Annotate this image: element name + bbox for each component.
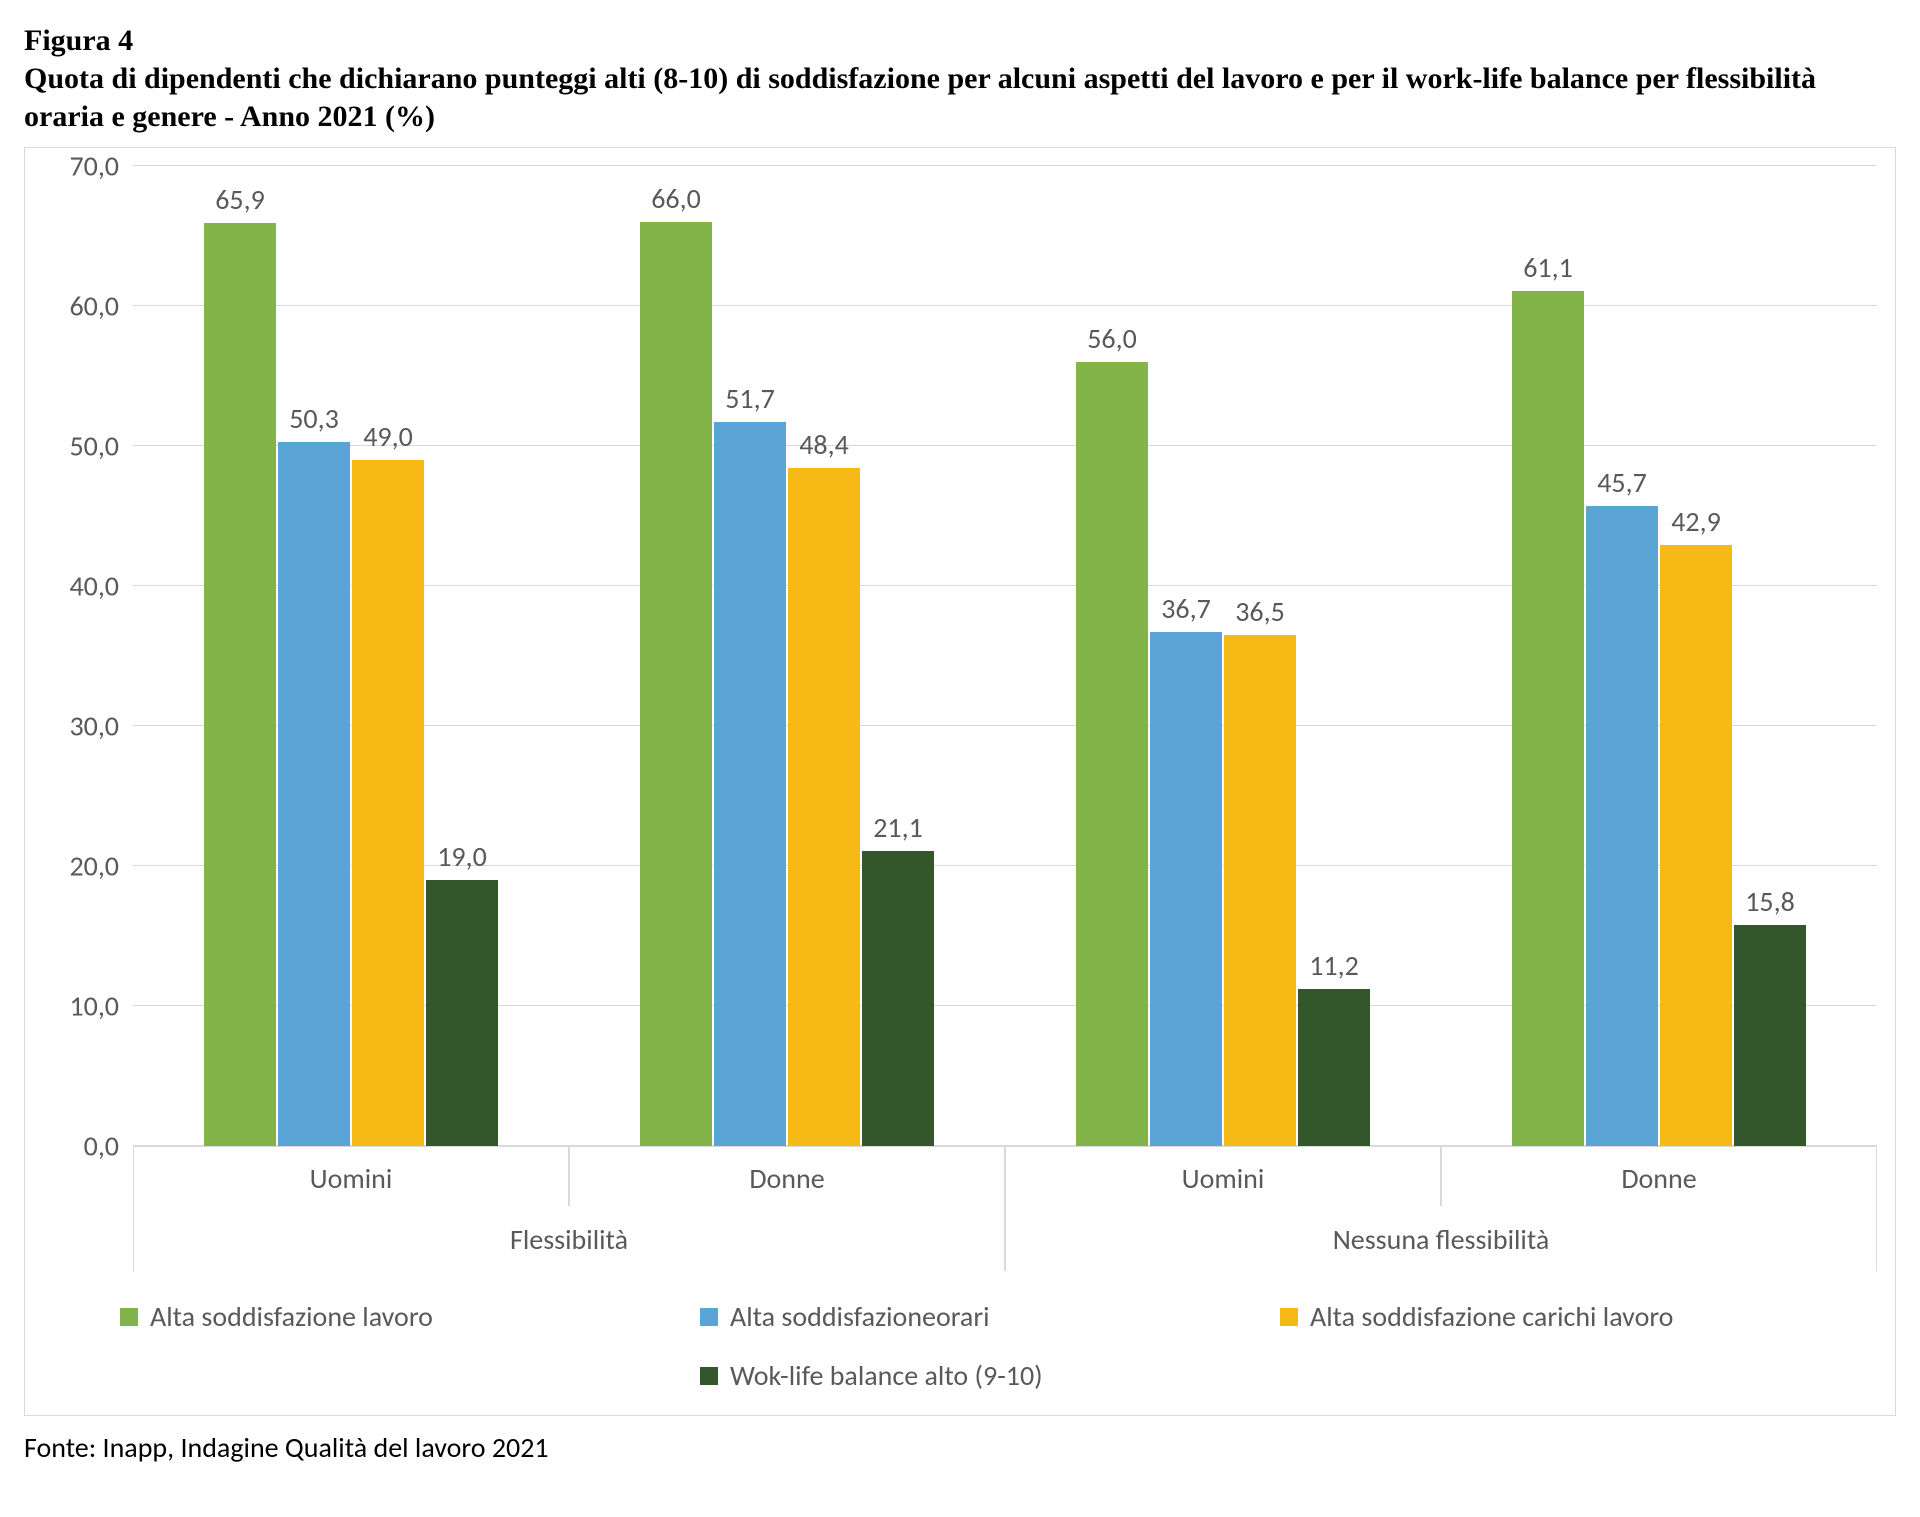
y-tick-label: 60,0 xyxy=(69,289,119,324)
bar: 51,7 xyxy=(714,422,786,1146)
x-axis-level-1: UominiDonneUominiDonne xyxy=(133,1147,1877,1206)
bar: 50,3 xyxy=(278,442,350,1146)
bar: 66,0 xyxy=(640,222,712,1146)
bar-fill xyxy=(640,222,712,1146)
plot-wrap: 0,010,020,030,040,050,060,070,0 65,950,3… xyxy=(43,166,1877,1146)
legend-swatch xyxy=(700,1367,718,1385)
legend-item: Wok-life balance alto (9-10) xyxy=(700,1358,1220,1393)
legend-label: Wok-life balance alto (9-10) xyxy=(730,1358,1043,1393)
x-category-label: Donne xyxy=(1441,1147,1877,1206)
legend-item: Alta soddisfazione lavoro xyxy=(120,1299,640,1334)
bar: 19,0 xyxy=(426,880,498,1146)
bar-value-label: 19,0 xyxy=(437,839,487,874)
legend-label: Alta soddisfazioneorari xyxy=(730,1299,990,1334)
bar-fill xyxy=(1298,989,1370,1146)
bar: 36,7 xyxy=(1150,632,1222,1146)
y-tick-label: 40,0 xyxy=(69,569,119,604)
figure-number: Figura 4 xyxy=(24,24,1896,58)
bar-fill xyxy=(1660,545,1732,1146)
bar: 61,1 xyxy=(1512,291,1584,1146)
legend-label: Alta soddisfazione lavoro xyxy=(150,1299,433,1334)
x-category-label: Donne xyxy=(569,1147,1005,1206)
bar: 36,5 xyxy=(1224,635,1296,1146)
bar-value-label: 15,8 xyxy=(1745,884,1795,919)
bar: 45,7 xyxy=(1586,506,1658,1146)
bar-value-label: 56,0 xyxy=(1087,321,1137,356)
bar-value-label: 42,9 xyxy=(1671,504,1721,539)
x-category-label: Uomini xyxy=(1005,1147,1441,1206)
bar-group: 61,145,742,915,8 xyxy=(1441,166,1877,1146)
bar-value-label: 61,1 xyxy=(1523,250,1573,285)
x-supergroup-label: Flessibilità xyxy=(133,1206,1005,1271)
legend-item: Alta soddisfazione carichi lavoro xyxy=(1280,1299,1800,1334)
bar-value-label: 51,7 xyxy=(725,381,775,416)
y-tick-label: 50,0 xyxy=(69,429,119,464)
plot-area: 65,950,349,019,066,051,748,421,156,036,7… xyxy=(133,166,1877,1146)
bar-group: 56,036,736,511,2 xyxy=(1005,166,1441,1146)
bar: 42,9 xyxy=(1660,545,1732,1146)
figure-source: Fonte: Inapp, Indagine Qualità del lavor… xyxy=(24,1430,1896,1465)
legend-swatch xyxy=(1280,1308,1298,1326)
y-tick-label: 10,0 xyxy=(69,989,119,1024)
bar-value-label: 66,0 xyxy=(651,181,701,216)
bar-value-label: 65,9 xyxy=(215,182,265,217)
bar-value-label: 11,2 xyxy=(1309,948,1359,983)
bar-value-label: 45,7 xyxy=(1597,465,1647,500)
y-axis: 0,010,020,030,040,050,060,070,0 xyxy=(43,166,133,1146)
figure-title: Quota di dipendenti che dichiarano punte… xyxy=(24,60,1844,135)
bar-value-label: 36,5 xyxy=(1235,594,1285,629)
bar-value-label: 50,3 xyxy=(289,401,339,436)
bar: 21,1 xyxy=(862,851,934,1146)
bar-fill xyxy=(278,442,350,1146)
bar: 49,0 xyxy=(352,460,424,1146)
chart-frame: 0,010,020,030,040,050,060,070,0 65,950,3… xyxy=(24,147,1896,1416)
bar-fill xyxy=(862,851,934,1146)
bar-fill xyxy=(1224,635,1296,1146)
bar: 56,0 xyxy=(1076,362,1148,1146)
bar-fill xyxy=(352,460,424,1146)
bar: 65,9 xyxy=(204,223,276,1146)
bar-fill xyxy=(788,468,860,1146)
bar-group: 65,950,349,019,0 xyxy=(133,166,569,1146)
bar-fill xyxy=(1586,506,1658,1146)
legend-swatch xyxy=(120,1308,138,1326)
legend: Alta soddisfazione lavoro Alta soddisfazi… xyxy=(43,1299,1877,1393)
bar-value-label: 36,7 xyxy=(1161,591,1211,626)
bar-fill xyxy=(1512,291,1584,1146)
bars-row: 65,950,349,019,066,051,748,421,156,036,7… xyxy=(133,166,1877,1146)
bar-fill xyxy=(714,422,786,1146)
bar-value-label: 49,0 xyxy=(363,419,413,454)
legend-swatch xyxy=(700,1308,718,1326)
figure-header: Figura 4 Quota di dipendenti che dichiar… xyxy=(24,24,1896,135)
bar: 15,8 xyxy=(1734,925,1806,1146)
bar-value-label: 21,1 xyxy=(873,810,923,845)
bar-value-label: 48,4 xyxy=(799,427,849,462)
bar: 11,2 xyxy=(1298,989,1370,1146)
x-axis: UominiDonneUominiDonne FlessibilitàNessu… xyxy=(133,1146,1877,1271)
bar-fill xyxy=(204,223,276,1146)
bar-fill xyxy=(1150,632,1222,1146)
bar-group: 66,051,748,421,1 xyxy=(569,166,1005,1146)
x-category-label: Uomini xyxy=(133,1147,569,1206)
legend-item: Alta soddisfazioneorari xyxy=(700,1299,1220,1334)
x-supergroup-label: Nessuna flessibilità xyxy=(1005,1206,1877,1271)
bar-fill xyxy=(1734,925,1806,1146)
y-tick-label: 0,0 xyxy=(84,1129,119,1164)
bar-fill xyxy=(1076,362,1148,1146)
legend-label: Alta soddisfazione carichi lavoro xyxy=(1310,1299,1673,1334)
y-tick-label: 70,0 xyxy=(69,149,119,184)
y-tick-label: 30,0 xyxy=(69,709,119,744)
bar-fill xyxy=(426,880,498,1146)
x-axis-level-2: FlessibilitàNessuna flessibilità xyxy=(133,1206,1877,1271)
y-tick-label: 20,0 xyxy=(69,849,119,884)
bar: 48,4 xyxy=(788,468,860,1146)
